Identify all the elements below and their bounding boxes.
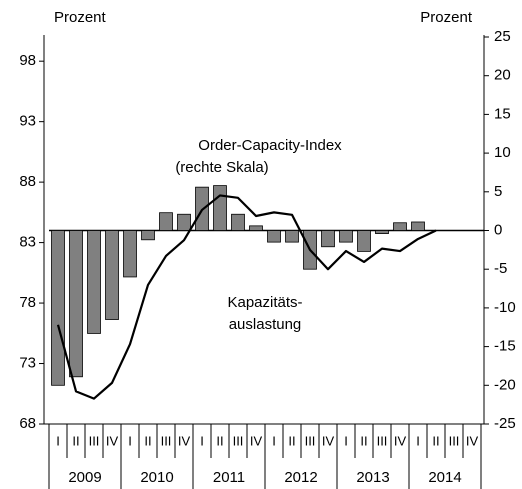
y2-tick-label: -10 [494, 299, 516, 316]
year-label: 2010 [140, 469, 173, 486]
bar [87, 230, 101, 334]
y2-tick-label: -5 [494, 260, 507, 277]
bar [321, 230, 335, 248]
y2-tick-label: 10 [494, 144, 511, 161]
x-tick-label: I [272, 433, 276, 448]
year-label: 2012 [284, 469, 317, 486]
year-label: 2011 [213, 469, 245, 486]
y-tick-label: 98 [19, 52, 36, 69]
y2-tick-label: 20 [494, 67, 511, 84]
y-tick-label: 73 [19, 355, 36, 372]
x-tick-label: II [360, 433, 367, 448]
bar [105, 230, 119, 320]
x-tick-label: I [200, 433, 204, 448]
y-tick-label: 78 [19, 294, 36, 311]
x-tick-label: III [449, 433, 460, 448]
y-tick-label: 83 [19, 234, 36, 251]
x-tick-label: IV [466, 433, 479, 448]
bar [411, 221, 425, 231]
y2-tick-label: 0 [494, 221, 502, 238]
x-tick-label: I [56, 433, 60, 448]
x-tick-label: III [161, 433, 172, 448]
y2-axis-label: Prozent [420, 9, 473, 26]
bar [231, 213, 245, 231]
year-label: 2009 [68, 469, 101, 486]
year-label: 2013 [356, 469, 389, 486]
y2-tick-label: -15 [494, 338, 516, 355]
year-label: 2014 [428, 469, 461, 486]
bar [51, 230, 65, 386]
annotation: auslastung [229, 316, 302, 333]
bar [285, 230, 299, 243]
y-tick-label: 88 [19, 173, 36, 190]
x-tick-label: III [89, 433, 100, 448]
line [56, 194, 437, 400]
x-tick-label: III [233, 433, 244, 448]
x-tick-label: II [216, 433, 223, 448]
x-tick-label: III [305, 433, 316, 448]
x-tick-label: IV [322, 433, 335, 448]
x-tick-label: II [72, 433, 79, 448]
bar [249, 225, 263, 231]
x-tick-label: II [144, 433, 151, 448]
y2-tick-label: -20 [494, 376, 516, 393]
bar [339, 230, 353, 243]
x-tick-label: II [432, 433, 439, 448]
y-tick-label: 93 [19, 113, 36, 130]
y-axis-label: Prozent [54, 9, 107, 26]
y-tick-label: 68 [19, 415, 36, 432]
y2-tick-label: 15 [494, 105, 511, 122]
x-tick-label: III [377, 433, 388, 448]
bar [177, 213, 191, 231]
x-tick-label: I [344, 433, 348, 448]
annotation: Order-Capacity-Index [198, 137, 342, 154]
x-tick-label: IV [178, 433, 191, 448]
x-tick-label: II [288, 433, 295, 448]
bar [141, 230, 155, 241]
bar [267, 230, 281, 243]
y2-tick-label: 5 [494, 183, 502, 200]
bar [123, 230, 137, 278]
bar [159, 212, 173, 231]
x-tick-label: IV [394, 433, 407, 448]
x-tick-label: I [128, 433, 132, 448]
y2-tick-label: -25 [494, 415, 516, 432]
bar [213, 185, 227, 231]
bar [69, 230, 83, 378]
annotation: (rechte Skala) [175, 159, 268, 176]
annotation: Kapazitäts- [227, 294, 302, 311]
bar [393, 222, 407, 231]
x-tick-label: IV [250, 433, 263, 448]
bar [375, 230, 389, 234]
bar [357, 230, 371, 252]
x-tick-label: I [416, 433, 420, 448]
x-tick-label: IV [106, 433, 119, 448]
y2-tick-label: 25 [494, 28, 511, 45]
